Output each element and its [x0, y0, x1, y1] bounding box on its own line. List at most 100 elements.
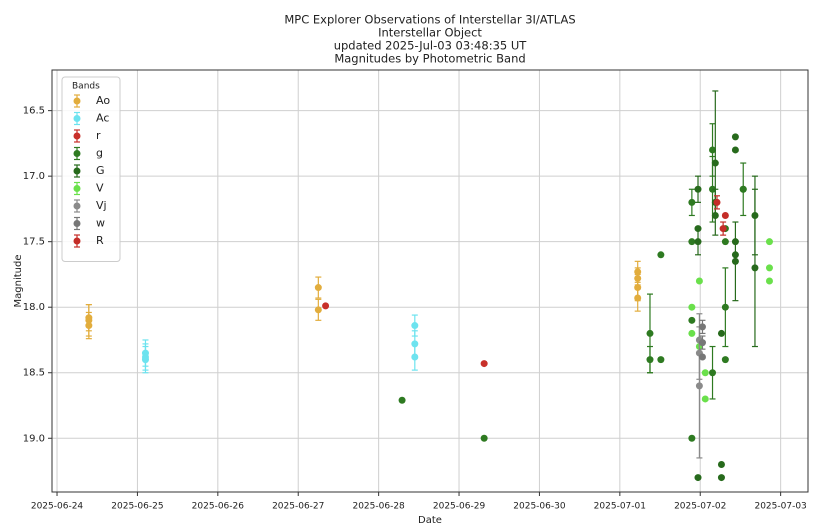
- legend-box: [61, 76, 121, 262]
- data-point: [717, 474, 725, 482]
- x-tick-label: 2025-06-29: [433, 502, 486, 512]
- data-point: [721, 303, 729, 311]
- data-point: [480, 360, 488, 368]
- data-point: [411, 322, 419, 330]
- data-point: [688, 238, 696, 246]
- legend-marker: [73, 199, 81, 213]
- data-point: [688, 329, 696, 337]
- data-point: [688, 434, 696, 442]
- data-point: [698, 353, 706, 361]
- y-tick-label: 18.0: [23, 302, 45, 313]
- data-point: [709, 369, 717, 377]
- legend-marker: [73, 129, 81, 143]
- data-point: [721, 211, 729, 219]
- data-point: [646, 329, 654, 337]
- y-tick-label: 18.5: [23, 368, 45, 379]
- data-point: [141, 356, 149, 364]
- data-point: [731, 146, 739, 154]
- data-point: [711, 211, 719, 219]
- data-point: [701, 395, 709, 403]
- data-point: [322, 302, 330, 310]
- legend-label: V: [96, 182, 104, 195]
- x-tick-label: 2025-06-26: [192, 502, 245, 512]
- legend-label: g: [96, 147, 103, 160]
- data-point: [698, 339, 706, 347]
- y-tick-label: 19.0: [23, 433, 45, 444]
- legend-marker: [73, 181, 81, 196]
- x-tick-label: 2025-06-30: [513, 502, 566, 512]
- data-point: [711, 159, 719, 167]
- x-tick-label: 2025-07-01: [594, 502, 646, 512]
- legend-marker: [73, 111, 81, 126]
- data-point: [721, 356, 729, 364]
- legend-label: r: [96, 129, 101, 142]
- data-point: [713, 198, 721, 206]
- data-point: [717, 460, 725, 468]
- data-point: [694, 474, 702, 482]
- data-point: [688, 198, 696, 206]
- y-tick-label: 16.5: [23, 106, 45, 117]
- legend-dot: [73, 185, 81, 192]
- legend-dot: [73, 150, 81, 157]
- legend-dot: [73, 237, 81, 245]
- legend-title: Bands: [72, 82, 100, 92]
- plot-frame: [51, 69, 809, 493]
- x-tick-label: 2025-07-03: [754, 502, 806, 512]
- legend-dot: [73, 132, 81, 140]
- data-point: [721, 238, 729, 246]
- data-point: [646, 356, 654, 364]
- data-point: [314, 284, 322, 292]
- legend-marker: [73, 146, 81, 161]
- legend-marker: [73, 234, 81, 248]
- data-point: [634, 294, 642, 302]
- data-point: [695, 277, 703, 285]
- x-tick-label: 2025-06-27: [272, 502, 324, 512]
- data-point: [688, 303, 696, 311]
- legend-marker: [73, 94, 81, 108]
- data-point: [739, 185, 747, 193]
- legend-label: G: [96, 164, 105, 177]
- data-point: [398, 396, 406, 404]
- chart-title: updated 2025-Jul-03 03:48:35 UT: [334, 39, 528, 53]
- data-point: [480, 434, 488, 442]
- legend-label: Ao: [96, 94, 110, 107]
- legend-dot: [73, 202, 81, 210]
- data-point: [719, 225, 727, 233]
- legend-dot: [73, 167, 81, 175]
- data-point: [85, 316, 93, 324]
- data-point: [701, 369, 709, 377]
- data-point: [765, 264, 773, 272]
- data-point: [694, 238, 702, 246]
- x-tick-label: 2025-06-24: [31, 502, 84, 512]
- data-point: [657, 356, 665, 364]
- data-point: [657, 251, 665, 259]
- x-axis-label: Date: [418, 515, 442, 526]
- x-tick-label: 2025-07-02: [674, 502, 726, 512]
- data-point: [751, 264, 759, 272]
- legend-label: Ac: [96, 112, 109, 125]
- data-point: [411, 353, 419, 361]
- legend-marker: [73, 216, 81, 231]
- data-point: [731, 133, 739, 141]
- chart-title: Magnitudes by Photometric Band: [334, 52, 525, 66]
- legend-label: Vj: [96, 199, 107, 212]
- chart-title: MPC Explorer Observations of Interstella…: [284, 13, 575, 27]
- data-point: [709, 146, 717, 154]
- legend-dot: [73, 115, 81, 122]
- legend-dot: [73, 220, 81, 227]
- y-tick-label: 17.0: [23, 171, 45, 182]
- legend-dot: [73, 97, 81, 105]
- y-tick-label: 17.5: [23, 237, 45, 248]
- data-point: [698, 323, 706, 331]
- legend-marker: [73, 164, 81, 178]
- y-axis-label: Magnitude: [13, 255, 24, 308]
- x-tick-label: 2025-06-28: [352, 502, 405, 512]
- data-point: [765, 238, 773, 246]
- legend-label: R: [96, 234, 104, 247]
- legend-label: w: [96, 217, 105, 230]
- data-point: [765, 277, 773, 285]
- data-point: [717, 329, 725, 337]
- data-point: [731, 257, 739, 265]
- data-point: [694, 185, 702, 193]
